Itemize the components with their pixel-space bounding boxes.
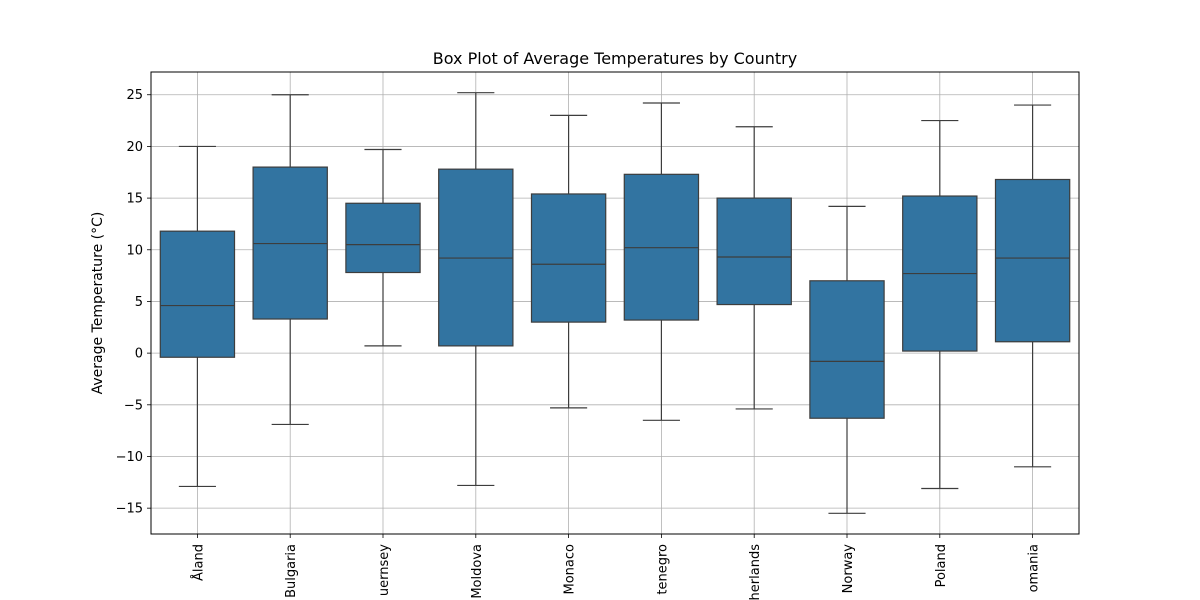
x-tick-label: tenegro	[655, 544, 670, 595]
box-norway	[809, 205, 885, 514]
box-monaco	[530, 114, 607, 409]
iqr-box	[345, 202, 421, 274]
iqr-box	[809, 280, 885, 419]
x-axis: Åland Bulgaria uernsey Moldova Monaco tenegro…	[190, 534, 1042, 600]
x-tick-label: herlands	[748, 544, 763, 600]
box-layer	[159, 92, 1071, 514]
y-tick-label: 5	[135, 295, 143, 310]
box-poland	[902, 119, 978, 490]
iqr-box	[159, 230, 236, 358]
x-tick-label: omania	[1027, 544, 1042, 592]
y-axis: −15 −10 −5 0 5 10 15 20 25	[116, 88, 151, 517]
iqr-box	[716, 197, 792, 306]
x-tick-label: Åland	[190, 544, 206, 581]
y-axis-label: Average Temperature (°C)	[90, 212, 106, 395]
box-netherlands	[716, 126, 792, 410]
plot-area	[150, 71, 1080, 535]
box-guernsey	[345, 148, 421, 347]
y-tick-label: 0	[135, 347, 143, 362]
plot-frame	[150, 71, 1080, 535]
y-tick-label: −10	[116, 450, 143, 465]
y-tick-label: 25	[126, 88, 143, 103]
box-montenegro	[623, 102, 700, 421]
chart-title: Box Plot of Average Temperatures by Coun…	[433, 49, 797, 68]
box--land	[159, 145, 236, 488]
y-tick-label: 20	[126, 140, 143, 155]
x-tick-label: Bulgaria	[284, 544, 299, 598]
box-romania	[994, 104, 1071, 468]
x-tick-label: Poland	[934, 544, 949, 587]
iqr-box	[530, 193, 607, 323]
box-moldova	[438, 92, 514, 487]
y-tick-label: −15	[116, 502, 143, 517]
x-tick-label: Norway	[841, 544, 856, 594]
y-tick-label: −5	[124, 398, 143, 413]
x-tick-label: uernsey	[377, 544, 392, 596]
y-tick-label: 15	[126, 192, 143, 207]
iqr-box	[994, 178, 1071, 343]
x-tick-label: Monaco	[563, 544, 578, 595]
y-tick-label: 10	[126, 243, 143, 258]
box-bulgaria	[252, 94, 328, 426]
x-tick-label: Moldova	[470, 544, 485, 599]
